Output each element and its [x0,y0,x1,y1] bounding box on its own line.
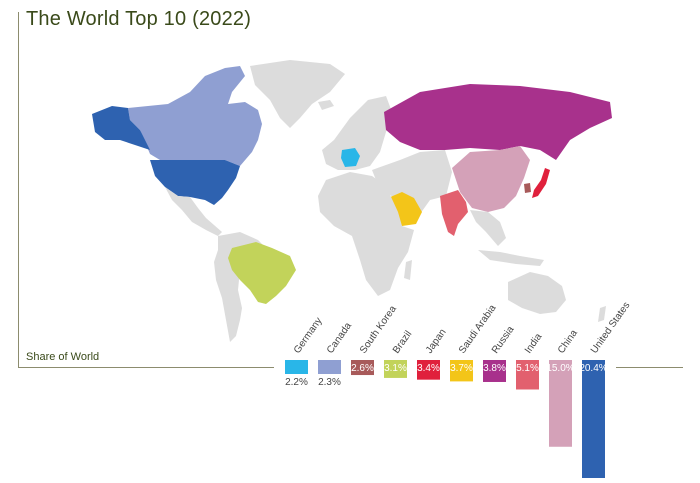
map-iceland [318,100,334,110]
map-alaska [92,106,150,150]
map-india [440,190,468,236]
bar-russia [483,360,506,382]
map-greenland [250,60,345,128]
map-south-america [214,232,270,342]
map-europe [322,96,392,170]
value-label-japan: 3.4% [417,363,440,374]
value-label-canada: 2.3% [318,377,341,388]
value-label-south-korea: 2.6% [351,363,374,374]
map-usa [150,160,240,205]
map-australia [508,272,566,314]
map-japan [532,168,550,198]
map-new-zealand [598,306,606,322]
category-label-japan: Japan [424,327,449,356]
category-label-india: India [523,331,545,355]
bar-saudi-arabia [450,360,473,382]
category-label-canada: Canada [325,320,354,355]
value-label-germany: 2.2% [285,377,308,388]
map-middle-east [372,150,452,214]
frame-bottom-rule-left [18,367,274,368]
bar-india [516,360,539,390]
map-mexico [165,187,222,236]
map-canada [128,66,262,166]
map-southeast-asia [470,210,506,246]
frame-left-rule [18,12,19,368]
category-label-united-states: United States [589,300,632,355]
value-label-india: 5.1% [516,363,539,374]
category-label-germany: Germany [292,316,325,356]
frame-bottom-rule-right [616,367,683,368]
value-label-united-states: 20.4% [579,363,607,374]
bar-canada [318,360,341,374]
category-label-china: China [556,328,580,356]
value-label-china: 15.0% [546,363,574,374]
bar-japan [417,360,440,380]
map-south-korea [524,183,531,193]
bar-china [549,360,572,447]
bar-brazil [384,360,407,378]
value-label-saudi-arabia: 3.7% [450,363,473,374]
map-indonesia [478,250,544,266]
chart-title: The World Top 10 (2022) [26,8,252,30]
bar-germany [285,360,308,374]
map-madagascar [404,260,412,280]
category-label-russia: Russia [490,324,517,356]
map-germany [341,148,360,167]
map-africa [318,172,414,296]
share-of-world-label: Share of World [26,351,100,363]
map-china [452,146,530,212]
bar-united-states [582,360,605,478]
category-label-brazil: Brazil [391,329,414,356]
map-brazil [228,242,296,304]
bar-south-korea [351,360,374,376]
value-label-russia: 3.8% [483,363,506,374]
value-label-brazil: 3.1% [384,363,407,374]
map-russia [384,84,612,160]
